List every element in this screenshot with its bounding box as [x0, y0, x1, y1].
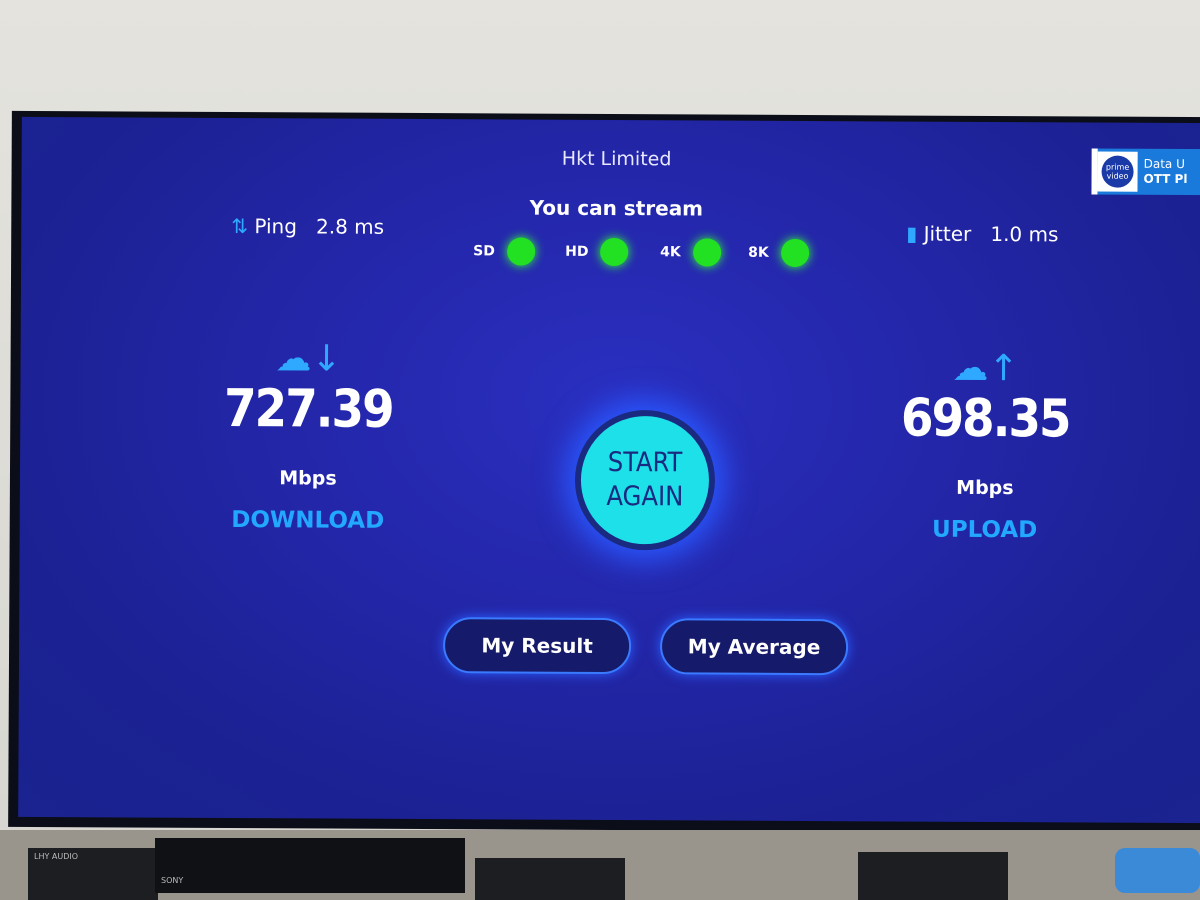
set-top-box [858, 852, 1008, 900]
blue-cloth [1115, 848, 1200, 893]
status-dot [506, 237, 535, 266]
prime-video-logo: prime video [1097, 151, 1138, 192]
router [475, 858, 625, 900]
status-dot [692, 238, 721, 267]
download-unit: Mbps [279, 467, 337, 490]
jitter-label: Jitter [923, 221, 972, 246]
stream-title: You can stream [529, 195, 704, 221]
tv: Hkt Limited prime video Data U OTT Pl ⇅ P… [8, 110, 1200, 834]
sony-player: SONY [155, 838, 465, 893]
isp-name: Hkt Limited [561, 147, 672, 171]
status-dot [780, 238, 809, 268]
cloud-upload-icon: ☁↑ [952, 347, 1019, 390]
my-average-button[interactable]: My Average [659, 618, 849, 676]
speedtest-screen: Hkt Limited prime video Data U OTT Pl ⇅ P… [18, 116, 1200, 824]
jitter-icon: ▮ [906, 221, 918, 246]
upload-panel: ☁↑ 698.35 Mbps UPLOAD [875, 347, 1096, 543]
status-dot [600, 237, 629, 267]
upload-unit: Mbps [956, 476, 1014, 500]
banner-line1: Data U [1143, 156, 1185, 172]
jitter-value: 1.0 ms [990, 221, 1059, 247]
quality-hd: HD [565, 237, 629, 267]
download-label: DOWNLOAD [231, 507, 385, 534]
upload-label: UPLOAD [932, 516, 1038, 544]
banner-line2: OTT Pl [1143, 171, 1188, 187]
download-panel: ☁↓ 727.39 Mbps DOWNLOAD [198, 338, 419, 534]
quality-sd: SD [473, 237, 535, 266]
quality-4k: 4K [660, 238, 721, 267]
jitter-readout: ▮ Jitter 1.0 ms [906, 222, 1058, 247]
cloud-download-icon: ☁↓ [275, 338, 342, 380]
audio-device: LHY AUDIO [28, 848, 158, 900]
start-again-button[interactable]: START AGAIN [574, 409, 716, 551]
quality-8k: 8K [748, 238, 809, 268]
upload-value: 698.35 [900, 388, 1070, 450]
prime-video-banner[interactable]: prime video Data U OTT Pl [1091, 148, 1200, 196]
my-result-button[interactable]: My Result [442, 617, 632, 675]
download-value: 727.39 [223, 378, 393, 440]
